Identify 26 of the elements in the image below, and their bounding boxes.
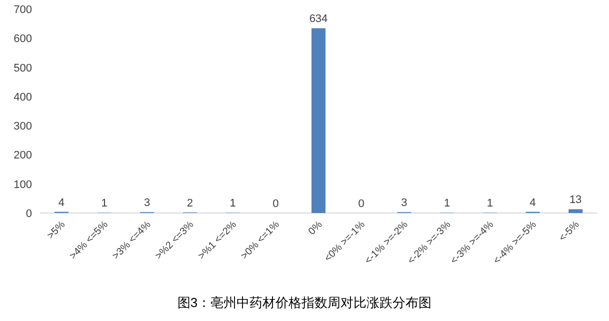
data-label: 13 [569, 194, 582, 206]
data-label: 0 [272, 198, 279, 210]
y-tick-label: 200 [14, 150, 32, 162]
data-label: 1 [444, 198, 450, 210]
y-tick-label: 500 [14, 62, 32, 74]
bar [568, 209, 583, 213]
data-label: 0 [358, 198, 364, 210]
y-tick-label: 400 [14, 91, 32, 104]
data-label: 1 [101, 198, 108, 210]
data-label: 1 [486, 198, 493, 210]
data-label: 3 [401, 197, 408, 210]
bar [312, 28, 326, 213]
data-label: 4 [58, 196, 64, 209]
y-tick-label: 0 [26, 208, 32, 220]
text: 图3：亳州中药材价格指数周对比涨跌分布图 [177, 295, 432, 310]
x-tick-label: 0% [306, 219, 325, 238]
x-tick-label: >5% [45, 219, 68, 242]
data-label: 3 [144, 197, 150, 210]
data-label: 1 [230, 198, 236, 210]
y-tick-label: 300 [14, 120, 32, 133]
data-label: 2 [186, 197, 194, 210]
data-label: 634 [309, 13, 328, 26]
y-tick-label: 700 [14, 4, 32, 16]
y-tick-label: 100 [14, 178, 32, 191]
y-tick-label: 600 [14, 33, 32, 46]
data-label: 4 [530, 196, 536, 209]
